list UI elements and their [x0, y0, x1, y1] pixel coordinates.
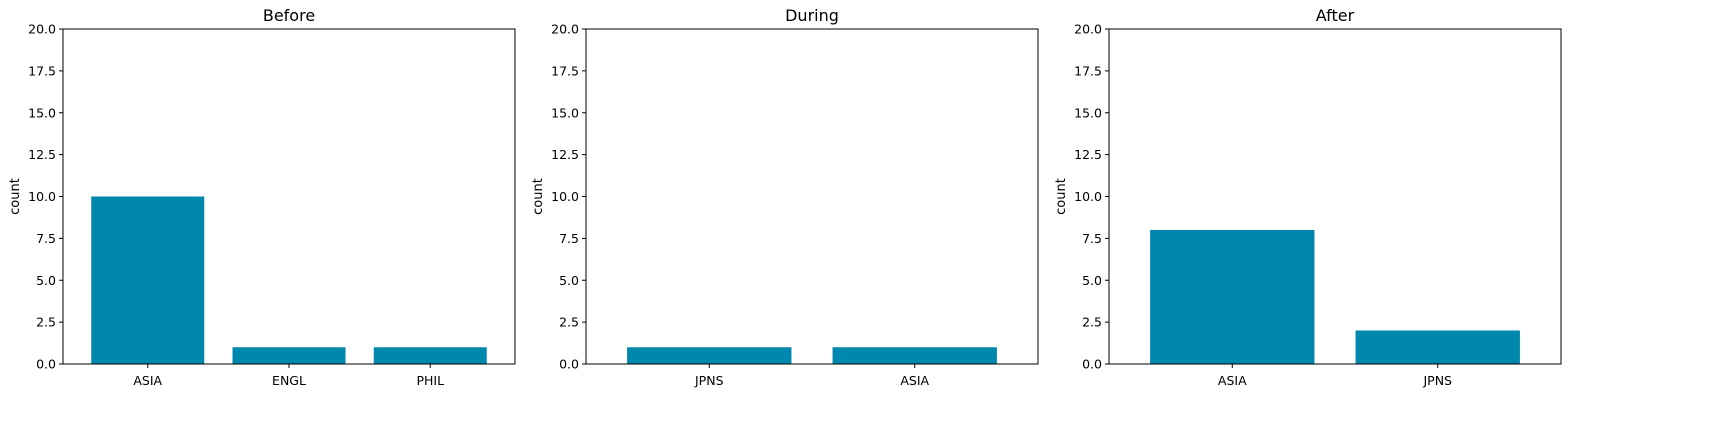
- y-tick-label: 17.5: [551, 63, 579, 78]
- x-tick-label: ASIA: [1218, 373, 1247, 388]
- bar-asia: [91, 196, 205, 364]
- y-axis-label: count: [8, 178, 23, 215]
- x-tick-label: JPNS: [694, 373, 724, 388]
- y-tick-label: 0.0: [1082, 357, 1102, 372]
- bar-jpns: [627, 347, 792, 364]
- x-tick-label: ENGL: [272, 373, 306, 388]
- y-tick-label: 20.0: [28, 22, 56, 37]
- bar-phil: [373, 347, 487, 364]
- y-tick-label: 7.5: [1082, 231, 1102, 246]
- y-tick-label: 0.0: [36, 357, 56, 372]
- y-tick-label: 5.0: [559, 273, 579, 288]
- y-axis-label: count: [1054, 178, 1069, 215]
- y-tick-label: 7.5: [36, 231, 56, 246]
- y-tick-label: 20.0: [551, 22, 579, 37]
- y-tick-label: 15.0: [551, 105, 579, 120]
- y-tick-label: 5.0: [36, 273, 56, 288]
- chart-title: After: [1316, 6, 1355, 25]
- x-tick-label: PHIL: [416, 373, 444, 388]
- chart-panel-during: 0.0 2.5 5.0 7.5 10.0 12.5 15.0 17.5 20.0 JPNS ASIA…: [531, 6, 1039, 388]
- y-tick-label: 12.5: [28, 147, 56, 162]
- y-tick-label: 10.0: [551, 189, 579, 204]
- chart-title: During: [785, 6, 839, 25]
- y-tick-label: 20.0: [1074, 22, 1102, 37]
- bar-asia: [832, 347, 997, 364]
- y-tick-label: 7.5: [559, 231, 579, 246]
- y-tick-label: 12.5: [1074, 147, 1102, 162]
- bar-engl: [232, 347, 346, 364]
- y-tick-label: 0.0: [559, 357, 579, 372]
- x-tick-label: ASIA: [133, 373, 162, 388]
- y-tick-label: 10.0: [28, 189, 56, 204]
- y-tick-label: 5.0: [1082, 273, 1102, 288]
- y-tick-label: 2.5: [36, 315, 56, 330]
- chart-panel-before: 0.0 2.5 5.0 7.5 10.0 12.5 15.0 17.5 20.0 ASIA ENGL…: [8, 6, 516, 388]
- y-tick-label: 12.5: [551, 147, 579, 162]
- x-tick-label: JPNS: [1422, 373, 1452, 388]
- y-tick-label: 15.0: [1074, 105, 1102, 120]
- y-tick-label: 17.5: [1074, 63, 1102, 78]
- x-tick-label: ASIA: [900, 373, 929, 388]
- chart-title: Before: [263, 6, 315, 25]
- y-tick-label: 2.5: [559, 315, 579, 330]
- y-tick-label: 17.5: [28, 63, 56, 78]
- y-tick-label: 15.0: [28, 105, 56, 120]
- bar-asia: [1150, 230, 1315, 364]
- bar-jpns: [1355, 330, 1520, 364]
- chart-panel-after: 0.0 2.5 5.0 7.5 10.0 12.5 15.0 17.5 20.0 ASIA JPNS…: [1054, 6, 1562, 388]
- y-axis-label: count: [531, 178, 546, 215]
- y-tick-label: 10.0: [1074, 189, 1102, 204]
- plot-frame: [585, 28, 1039, 365]
- y-tick-label: 2.5: [1082, 315, 1102, 330]
